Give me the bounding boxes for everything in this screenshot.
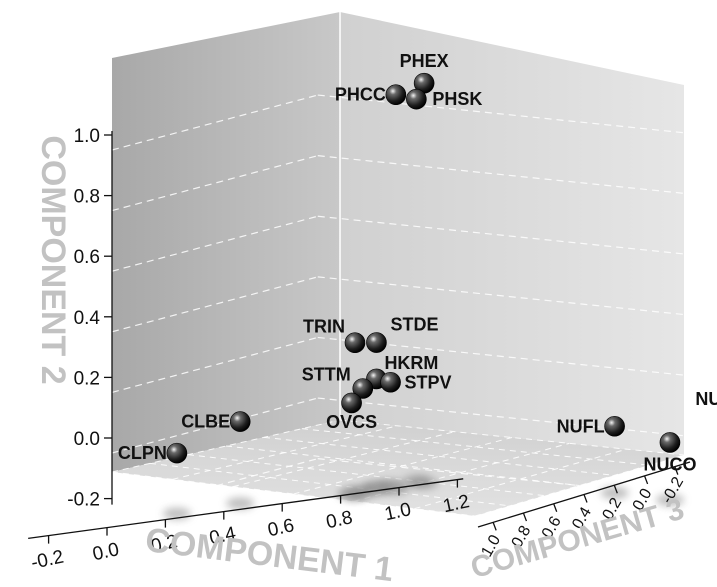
y-tick-label: 0.2 (74, 368, 100, 389)
x-tick-label: 1.0 (383, 499, 413, 525)
z-tick (643, 475, 649, 485)
data-point: STPV (380, 371, 452, 393)
gridline-right (317, 215, 717, 258)
data-point-marker (229, 411, 251, 432)
x-tick-label: 0.0 (91, 539, 121, 565)
floor-gridline (293, 437, 513, 495)
floor-gridline (172, 425, 398, 480)
point-shadows (162, 474, 684, 520)
data-point-label: PHEX (400, 51, 449, 71)
left-wall (112, 12, 340, 472)
y-tick-label: -0.2 (67, 490, 100, 511)
data-point-label: TRIN (303, 317, 345, 337)
gridlines (111, 94, 717, 517)
floor-gridline (111, 419, 341, 473)
data-point-label: NUCO (643, 454, 696, 474)
gridline-right (317, 336, 717, 380)
data-point: NUSK (695, 389, 717, 409)
data-point-marker (344, 332, 366, 354)
point-floor-shadow (226, 497, 255, 510)
x-tick-label: 0.8 (324, 507, 354, 533)
x-tick-label: -0.2 (29, 547, 65, 574)
data-point: STDE (366, 315, 438, 353)
data-point-label: STPV (405, 372, 452, 392)
data-point: CLBE (181, 411, 251, 432)
gridline-right (317, 397, 717, 440)
y-tick-label: 0.4 (74, 308, 101, 329)
data-point-label: OVCS (326, 412, 377, 432)
floor-gridline (474, 454, 685, 517)
y-tick-label: 0.8 (74, 187, 100, 208)
y-tick-label: 0.6 (74, 247, 100, 268)
data-point-label: STTM (302, 365, 351, 385)
z-tick (613, 484, 618, 494)
floor-gridline (414, 448, 627, 510)
data-point: OVCS (326, 392, 377, 432)
gridline-right (317, 276, 717, 319)
point-floor-shadow (655, 494, 684, 507)
data-point: PHCC (335, 84, 407, 106)
right-wall (340, 12, 684, 455)
floor (112, 420, 684, 516)
data-point: NUFL (557, 415, 625, 437)
gridline-right (317, 458, 717, 501)
data-point: STTM (302, 365, 374, 399)
point-floor-shadow (600, 486, 629, 499)
data-points: PHEX PHCC PHSK TRIN STDE HKRM STTM STPV OVCS CLBE… (118, 51, 717, 474)
data-point-marker (406, 88, 427, 110)
data-point-label: PHSK (432, 89, 482, 109)
z-tick (492, 522, 497, 531)
data-point-label: NUFL (557, 416, 605, 436)
y-tick-label: 0.0 (74, 429, 100, 450)
data-point-label: CLPN (118, 443, 167, 463)
data-point-label: CLBE (181, 412, 230, 432)
data-point-marker (604, 415, 625, 437)
data-point-marker (385, 84, 407, 106)
z-tick (583, 494, 588, 503)
axes (28, 131, 691, 544)
data-point: TRIN (303, 317, 366, 354)
y-tick-label: 1.0 (74, 126, 100, 147)
data-point-label: NUSK (695, 389, 717, 409)
data-point-marker (366, 332, 387, 353)
data-point-marker (380, 371, 401, 393)
data-point: CLPN (118, 442, 188, 464)
data-point-label: PHCC (335, 85, 386, 105)
data-point: PHSK (406, 88, 482, 110)
z-tick (674, 466, 679, 475)
floor-gridline (232, 431, 455, 488)
data-point: PHEX (400, 51, 449, 94)
data-point-marker (166, 442, 188, 464)
z-tick (553, 503, 558, 513)
z-tick (522, 512, 528, 522)
x-axis-line (28, 478, 464, 540)
data-point-marker (659, 432, 681, 453)
data-point-label: HKRM (384, 353, 438, 373)
data-point-label: STDE (390, 315, 438, 335)
data-point-marker (341, 392, 362, 414)
gridline-right (317, 155, 717, 198)
y-axis-title: COMPONENT 2 (34, 135, 72, 384)
data-point-marker (352, 378, 374, 399)
data-point: NUCO (643, 432, 696, 474)
